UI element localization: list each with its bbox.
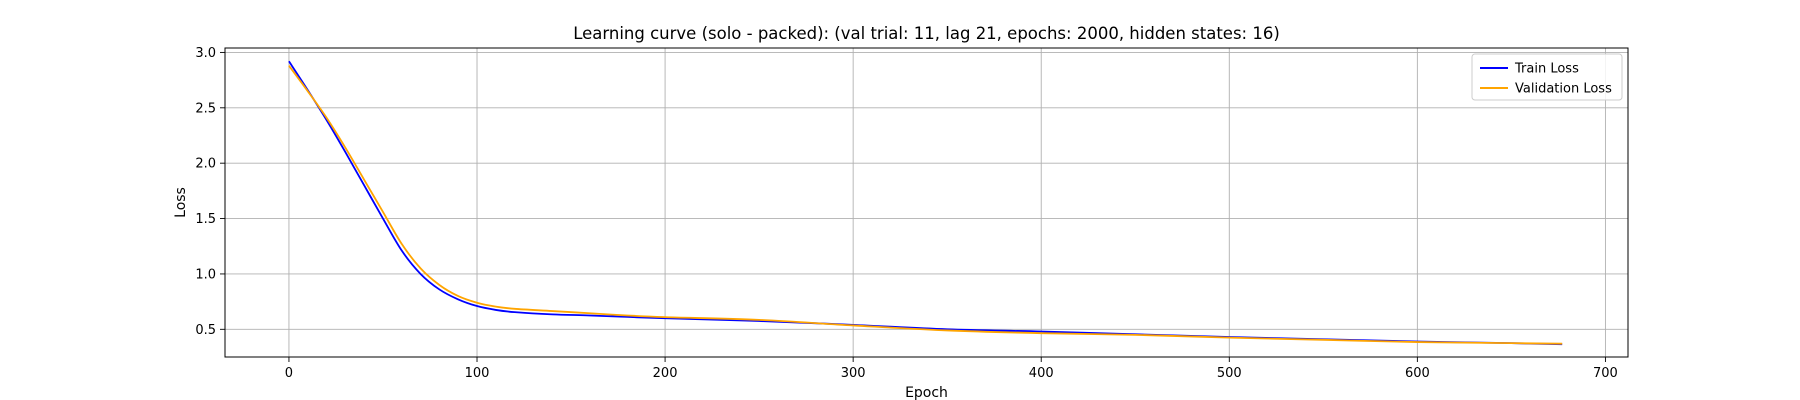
y-tick-label: 2.0 (195, 157, 216, 172)
y-axis-title: Loss (173, 187, 189, 218)
x-tick-label: 0 (285, 366, 293, 381)
x-tick-label: 100 (465, 366, 490, 381)
legend-label-train-loss: Train Loss (1514, 62, 1579, 77)
grid (225, 48, 1628, 357)
x-tick-label: 200 (653, 366, 678, 381)
y-axis: 0.5 1.0 1.5 2.0 2.5 3.0 (195, 46, 225, 338)
plot-frame (224, 47, 1629, 358)
legend-label-validation-loss: Validation Loss (1515, 82, 1612, 97)
x-tick-label: 300 (841, 366, 866, 381)
y-tick-label: 3.0 (195, 46, 216, 61)
x-axis-title: Epoch (905, 385, 948, 400)
legend: Train Loss Validation Loss (1471, 53, 1623, 101)
chart-title: Learning curve (solo - packed): (val tri… (573, 24, 1280, 43)
y-tick-label: 1.0 (195, 267, 216, 282)
y-tick-label: 1.5 (195, 212, 216, 227)
y-tick-label: 2.5 (195, 101, 216, 116)
series-layer (288, 60, 1563, 346)
x-tick-label: 400 (1029, 366, 1054, 381)
series-line-train-loss (288, 60, 1563, 346)
x-tick-label: 500 (1217, 366, 1242, 381)
x-axis: 0 100 200 300 400 500 600 700 (285, 357, 1618, 381)
y-tick-label: 0.5 (195, 323, 216, 338)
series-line-validation-loss (288, 65, 1563, 345)
x-tick-label: 600 (1405, 366, 1430, 381)
x-tick-label: 700 (1593, 366, 1618, 381)
legend-box (1471, 53, 1623, 101)
